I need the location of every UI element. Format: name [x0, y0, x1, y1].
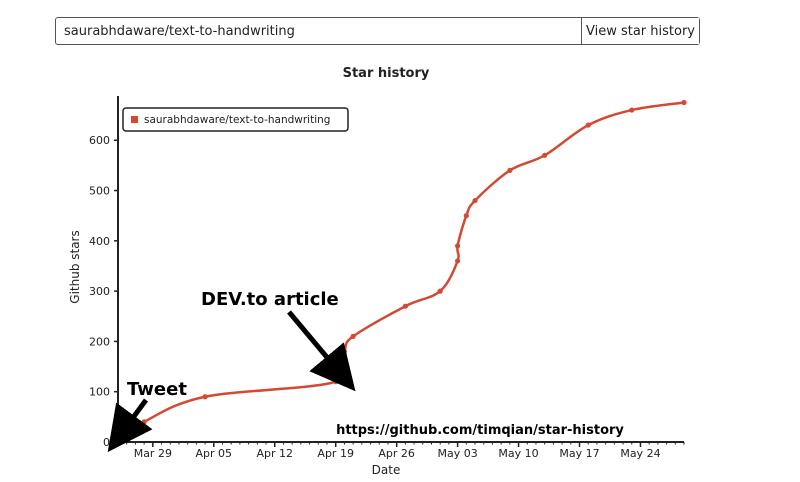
- y-tick-label: 500: [89, 185, 110, 198]
- x-tick-label: May 03: [437, 447, 477, 460]
- data-point: [455, 258, 461, 264]
- dev-to-arrow: [287, 310, 356, 392]
- legend-label: saurabhdaware/text-to-handwriting: [144, 114, 330, 126]
- data-point: [507, 167, 513, 174]
- data-point: [402, 303, 408, 309]
- data-point: [202, 394, 208, 400]
- dev-to-annotation-text: DEV.to article: [201, 289, 339, 310]
- tweet-arrow: [107, 398, 153, 453]
- data-point: [455, 243, 461, 249]
- repo-search-input[interactable]: [56, 18, 581, 44]
- y-tick-label: 400: [89, 235, 110, 248]
- data-point: [629, 107, 635, 113]
- data-point: [333, 379, 339, 385]
- chart-legend: saurabhdaware/text-to-handwriting: [122, 107, 349, 132]
- x-axis-label: Date: [372, 463, 401, 477]
- dev-to-annotation: DEV.to article: [201, 289, 356, 392]
- x-tick-label: May 17: [559, 447, 599, 460]
- x-tick-label: Apr 19: [317, 447, 354, 460]
- y-tick-label: 0: [103, 436, 110, 449]
- y-axis: 0 100 200 300 400 500 600: [89, 96, 119, 449]
- data-point: [350, 333, 356, 339]
- y-tick-label: 200: [89, 335, 110, 348]
- x-tick-label: May 10: [498, 447, 538, 460]
- data-point: [141, 419, 147, 425]
- data-point: [542, 152, 548, 158]
- data-point: [115, 439, 121, 445]
- data-point: [472, 197, 478, 204]
- data-point: [681, 99, 687, 106]
- data-point: [585, 122, 591, 128]
- data-point: [437, 288, 443, 294]
- x-tick-label: Mar 29: [134, 447, 172, 460]
- series-line: [116, 101, 686, 444]
- y-axis-label: Github stars: [68, 230, 82, 303]
- y-tick-label: 600: [89, 134, 110, 147]
- chart-title: Star history: [343, 66, 430, 81]
- repo-search-bar: View star history: [55, 17, 700, 45]
- legend-box: [122, 107, 349, 132]
- x-tick-label: Apr 05: [196, 447, 233, 460]
- series-group: [115, 99, 687, 445]
- view-star-history-button[interactable]: View star history: [581, 18, 699, 44]
- tweet-annotation-text: Tweet: [127, 379, 187, 400]
- x-tick-label: May 24: [620, 447, 660, 460]
- y-tick-label: 100: [89, 386, 110, 399]
- x-tick-label: Apr 12: [256, 447, 293, 460]
- y-tick-label: 300: [89, 285, 110, 298]
- watermark-url: https://github.com/timqian/star-history: [336, 423, 624, 438]
- tweet-annotation: Tweet: [107, 379, 187, 453]
- legend-swatch: [131, 116, 138, 123]
- x-axis: Mar 29 Apr 05 Apr 12 Apr 19 Apr 26 May 03 May …: [117, 441, 685, 460]
- x-tick-label: Apr 26: [378, 447, 415, 460]
- data-point: [341, 348, 347, 355]
- data-point: [463, 213, 469, 219]
